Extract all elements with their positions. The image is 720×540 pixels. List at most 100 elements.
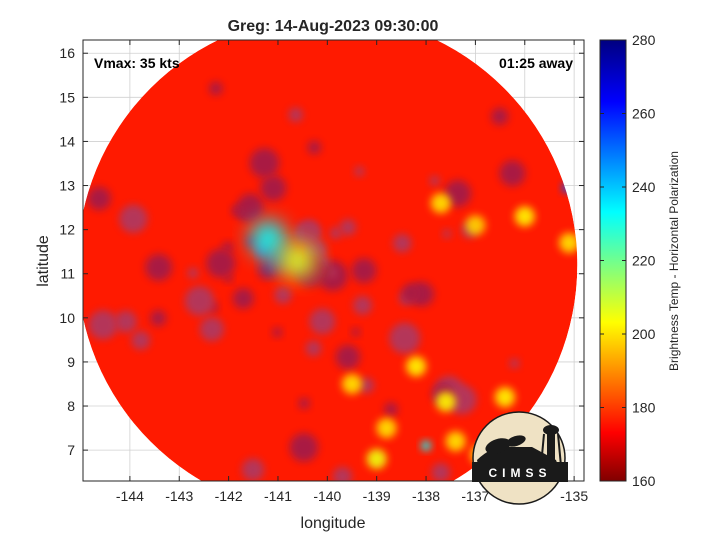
colorbar-tick-label: 260 (632, 106, 656, 122)
feature-warm-core (279, 242, 316, 279)
swath-texture (87, 81, 526, 481)
texture-blob (392, 233, 412, 253)
texture-blob (272, 327, 283, 338)
colorbar-tick-label: 180 (632, 400, 656, 416)
y-tick-label: 16 (59, 45, 75, 61)
y-tick-label: 10 (59, 310, 75, 326)
feature-band (430, 193, 451, 214)
colorbar-tick-label: 280 (632, 32, 656, 48)
y-tick-label: 15 (59, 89, 75, 105)
colorbar: 160 180 200 220 240 260 280 Brightness Temp - … (599, 32, 681, 489)
texture-blob (206, 248, 236, 279)
texture-blob (319, 265, 329, 276)
x-tick-label: -138 (412, 488, 440, 504)
texture-blob (237, 193, 264, 220)
time-offset-annotation: 01:25 away (499, 55, 573, 71)
texture-blob (187, 267, 199, 279)
texture-blob (260, 175, 287, 202)
x-tick-label: -135 (560, 488, 588, 504)
texture-blob (354, 166, 365, 177)
feature-band (495, 387, 516, 408)
texture-blob (288, 107, 303, 123)
y-axis-label: latitude (35, 235, 52, 287)
colorbar-tick-label: 160 (632, 473, 656, 489)
x-tick-label: -140 (313, 488, 341, 504)
texture-blob (389, 322, 421, 354)
colorbar-tick-label: 200 (632, 326, 656, 342)
texture-blob (289, 433, 319, 462)
texture-blob (305, 340, 322, 357)
texture-blob (329, 227, 342, 240)
texture-blob (231, 205, 242, 216)
y-tick-label: 7 (67, 442, 75, 458)
y-tick-label: 12 (59, 222, 75, 238)
x-tick-label: -142 (215, 488, 243, 504)
texture-blob (249, 148, 280, 178)
feature-band (465, 215, 486, 236)
colorbar-ticks: 160 180 200 220 240 260 280 (600, 32, 656, 489)
texture-blob (114, 310, 137, 333)
texture-blob (429, 175, 440, 186)
texture-blob (241, 458, 265, 481)
texture-blob (491, 107, 509, 126)
vmax-annotation: Vmax: 35 kts (94, 55, 180, 71)
texture-blob (232, 287, 254, 309)
texture-blob (509, 358, 520, 369)
x-axis-label: longitude (301, 515, 366, 532)
cimss-logo-text: CIMSS (488, 466, 551, 480)
feature-band (435, 391, 456, 412)
feature-band (445, 431, 466, 452)
texture-blob (298, 397, 310, 410)
feature-band (406, 356, 427, 377)
x-tick-label: -139 (363, 488, 391, 504)
texture-blob (444, 180, 472, 208)
colorbar-label: Brightness Temp - Horizontal Polarizatio… (667, 151, 681, 371)
texture-blob (199, 317, 224, 342)
texture-blob (150, 310, 167, 327)
texture-blob (184, 286, 215, 316)
feature-band (342, 373, 363, 394)
y-tick-label: 14 (59, 133, 75, 149)
texture-blob (431, 463, 451, 481)
texture-blob (307, 140, 322, 155)
feature-band (366, 448, 387, 469)
feature-band (514, 206, 535, 227)
texture-blob (209, 81, 223, 96)
y-tick-label: 13 (59, 178, 75, 194)
texture-blob (353, 296, 373, 315)
texture-blob (499, 160, 526, 187)
texture-blob (335, 344, 361, 370)
feature-warm-cell (421, 440, 432, 451)
texture-blob (295, 221, 320, 246)
feature-warm-core (250, 220, 287, 257)
texture-blob (88, 310, 118, 340)
x-tick-label: -144 (116, 488, 144, 504)
texture-blob (358, 377, 375, 394)
texture-blob (326, 267, 337, 278)
texture-blob (442, 229, 452, 239)
axis-ticks: -144-143-142-141-140-139-138-137-136-135… (59, 40, 588, 504)
brightness-temp-swath (83, 40, 578, 481)
y-tick-label: 9 (67, 354, 75, 370)
colorbar-tick-label: 240 (632, 179, 656, 195)
texture-blob (351, 327, 361, 337)
cimss-logo: CIMSS (472, 411, 568, 505)
texture-blob (87, 186, 111, 211)
texture-blob (401, 283, 421, 303)
feature-band (376, 418, 397, 439)
texture-blob (274, 286, 292, 304)
colorbar-tick-label: 220 (632, 253, 656, 269)
texture-blob (131, 330, 151, 350)
texture-blob (309, 308, 336, 335)
x-tick-label: -141 (264, 488, 292, 504)
texture-blob (339, 219, 357, 236)
convective-features (250, 182, 578, 469)
chart-title: Greg: 14-Aug-2023 09:30:00 (228, 18, 439, 35)
x-tick-label: -137 (461, 488, 489, 504)
texture-blob (384, 402, 398, 417)
texture-blob (351, 258, 377, 284)
y-tick-label: 11 (60, 266, 75, 282)
texture-blob (119, 204, 148, 233)
texture-blob (145, 253, 173, 281)
